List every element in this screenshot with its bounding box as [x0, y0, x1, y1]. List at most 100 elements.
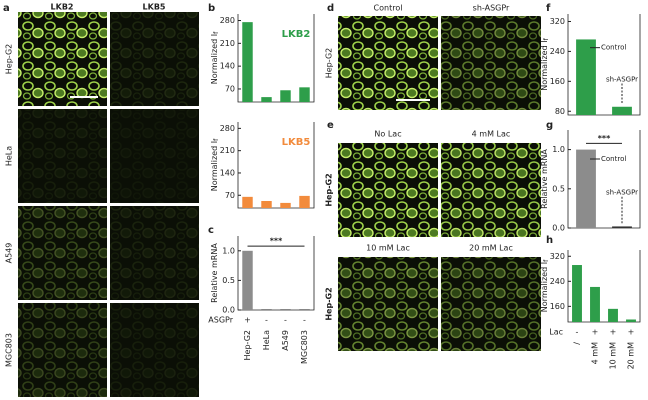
bar [242, 22, 253, 102]
axis [237, 236, 315, 311]
micrograph-cells [110, 109, 199, 203]
y-tick-label: 1.0 [222, 246, 235, 255]
column-label: No Lac [374, 130, 401, 139]
significance-label: *** [598, 134, 611, 143]
y-tick-label: 0.0 [222, 306, 235, 315]
y-tick-label: 70 [225, 191, 235, 200]
row-value: - [576, 328, 579, 337]
bar [280, 202, 291, 208]
bar [299, 195, 310, 208]
bar [261, 200, 272, 208]
row-value: + [592, 328, 599, 337]
x-tick-label: 20 mM [627, 342, 636, 370]
panel-letter: f [546, 3, 551, 14]
row-value: + [610, 328, 617, 337]
y-axis-label-text: Relative mRNA [210, 243, 219, 303]
y-axis-label: Normalized If [210, 31, 220, 84]
y-axis-label-subscript: f [543, 37, 550, 40]
row-value: + [244, 316, 251, 325]
y-tick-label: 320 [550, 17, 565, 26]
micrograph-cells [110, 206, 199, 300]
y-tick-label: 280 [220, 16, 235, 25]
row-value: - [284, 316, 287, 325]
row-label: A549 [5, 243, 14, 264]
micrograph-cells [338, 143, 438, 237]
y-tick-label: 210 [220, 146, 235, 155]
y-tick-label: 210 [220, 39, 235, 48]
axis [567, 250, 641, 323]
bar [576, 39, 596, 115]
y-axis-label-subscript: f [543, 259, 550, 262]
micrograph-cells [18, 109, 107, 203]
bar [572, 265, 582, 322]
y-tick-label: 240 [550, 277, 565, 286]
row-label: Hep-G2 [325, 48, 334, 78]
row-label: MGC803 [5, 333, 14, 367]
y-axis-label: Normalized If [540, 37, 550, 90]
panel-letter: c [208, 225, 214, 236]
series-label: LKB2 [282, 29, 311, 40]
micrograph-cells [18, 12, 107, 106]
bar [612, 226, 632, 228]
x-tick-label: Hep-G2 [243, 330, 252, 360]
micrograph-cells [441, 257, 541, 351]
y-axis-label: Normalized If [210, 138, 220, 191]
bar [608, 308, 618, 322]
micrograph-cells [18, 303, 107, 397]
y-axis-label-text: Normalized I [540, 40, 549, 90]
y-tick-label: 70 [225, 84, 235, 93]
column-label: 10 mM Lac [366, 244, 410, 253]
y-tick-label: 0.5 [552, 184, 565, 193]
micrograph-cells [338, 257, 438, 351]
micrograph-cells [110, 303, 199, 397]
bar [576, 149, 596, 228]
y-tick-label: 280 [220, 124, 235, 133]
y-tick-label: 80 [555, 107, 565, 116]
x-tick-label: 10 mM [609, 342, 618, 370]
bar [242, 250, 253, 310]
column-label: 4 mM Lac [472, 130, 511, 139]
bar [299, 87, 310, 102]
annotation: sh-ASGPr [606, 189, 638, 197]
x-tick-label: A549 [281, 330, 290, 351]
y-tick-label: 0.0 [552, 224, 565, 233]
row-label: HeLa [5, 146, 14, 166]
axis [237, 122, 315, 209]
y-tick-label: 320 [550, 252, 565, 261]
row-label: Lac [549, 328, 563, 337]
bar [242, 196, 253, 208]
y-axis-label: Normalized If [540, 259, 550, 312]
y-axis-label-text: Normalized I [540, 262, 549, 312]
x-tick-label: HeLa [262, 330, 271, 350]
micrograph-cells [338, 16, 438, 110]
x-tick-label: 4 mM [591, 342, 600, 364]
y-axis-label-subscript: f [213, 31, 220, 34]
bar [612, 106, 632, 115]
bar [280, 90, 291, 102]
column-label: Control [374, 4, 403, 13]
row-label: ASGPr [208, 316, 233, 325]
y-axis-label: Relative mRNA [540, 149, 549, 209]
y-axis-label: Relative mRNA [210, 243, 219, 303]
axis [237, 14, 315, 103]
annotation: sh-ASGPr [606, 75, 638, 83]
row-value: - [265, 316, 268, 325]
bar [261, 97, 272, 102]
row-label: Hep-G2 [325, 173, 334, 206]
series-label: LKB5 [282, 137, 311, 148]
micrograph-cells [441, 16, 541, 110]
x-tick-label: / [573, 342, 582, 345]
panel-letter: a [3, 3, 10, 14]
annotation: Control [601, 44, 626, 52]
bar [590, 286, 600, 322]
bar [299, 309, 310, 310]
axis [567, 130, 641, 229]
significance-label: *** [270, 237, 283, 246]
y-tick-label: 160 [550, 77, 565, 86]
panel-letter: b [208, 3, 215, 14]
y-axis-label-subscript: f [213, 138, 220, 141]
panel-letter: h [546, 235, 553, 246]
y-axis-label-text: Normalized I [210, 34, 219, 84]
